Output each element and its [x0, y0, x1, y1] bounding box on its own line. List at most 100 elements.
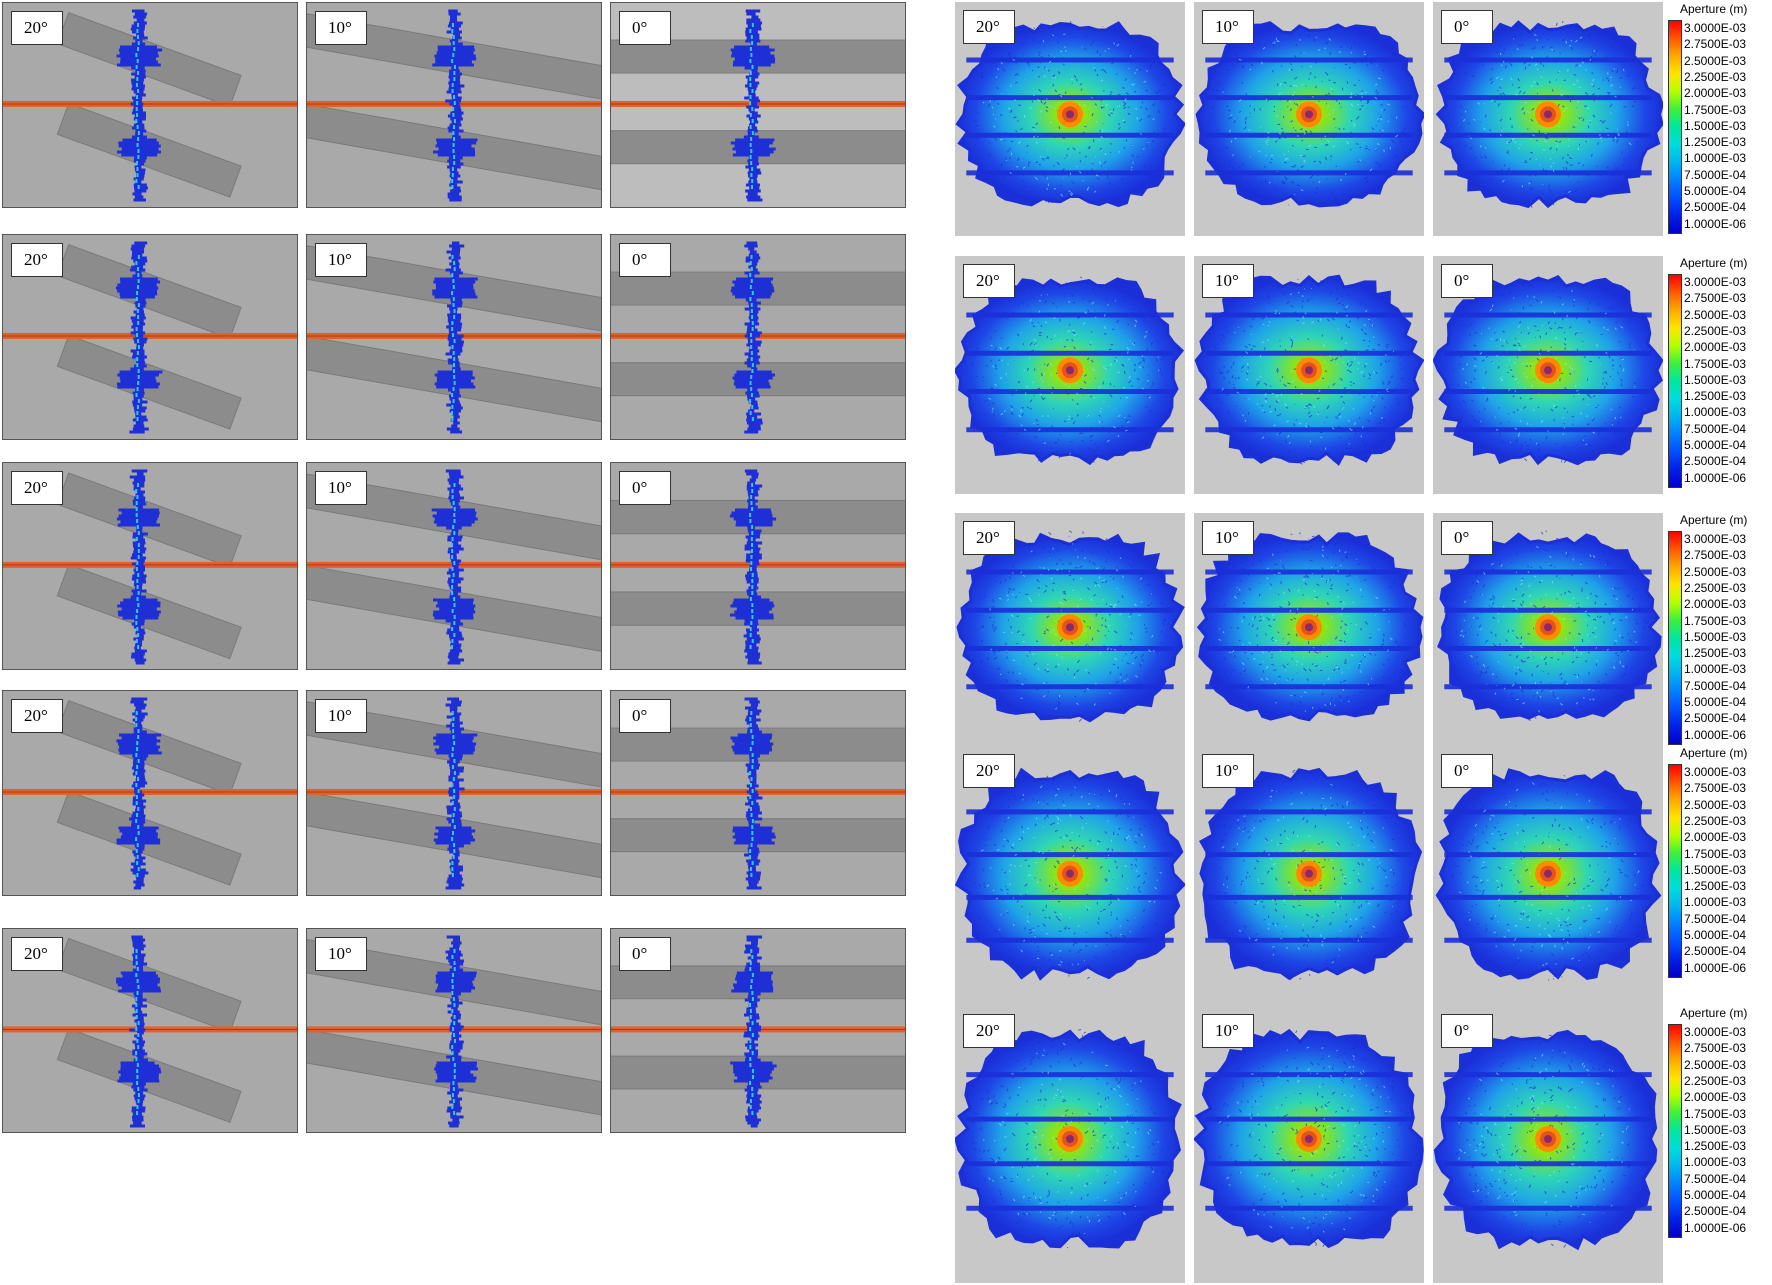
- angle-label: 20°: [963, 1014, 1015, 1048]
- colorbar-gradient: [1668, 274, 1682, 488]
- colorbar-tick-label: 2.2500E-03: [1684, 580, 1747, 595]
- face-view-panel: 10°: [1194, 256, 1424, 494]
- angle-label: 0°: [1441, 754, 1493, 788]
- angle-label: 20°: [11, 11, 63, 45]
- colorbar-tick-label: 1.7500E-03: [1684, 1106, 1747, 1121]
- fracture: [116, 935, 162, 1128]
- colorbar-tick-label: 5.0000E-04: [1684, 695, 1747, 709]
- colorbar-tick-label: 2.5000E-03: [1684, 1057, 1747, 1072]
- colorbar-tick-label: 2.7500E-03: [1684, 37, 1747, 52]
- side-view-graphic: [3, 929, 297, 1132]
- colorbar-tick-label: 1.0000E-06: [1684, 727, 1747, 742]
- aperture-colorbar: Aperture (m) 3.0000E-03 2.7500E-03 2.5000E-…: [1668, 746, 1772, 1012]
- side-view-panel: 10°: [306, 2, 602, 208]
- aperture-hotspot: [1535, 101, 1561, 128]
- side-view-panel: 10°: [306, 462, 602, 670]
- face-view-graphic: [1433, 1006, 1663, 1283]
- fracture: [116, 469, 161, 665]
- face-view-panel: 20°: [955, 513, 1185, 751]
- colorbar-tick-label: 1.2500E-03: [1684, 646, 1747, 661]
- colorbar-tick-label: 1.7500E-03: [1684, 613, 1747, 628]
- fracture: [730, 241, 775, 434]
- angle-label: 10°: [315, 471, 367, 505]
- fracture: [730, 935, 777, 1128]
- angle-label: 0°: [1441, 521, 1493, 555]
- colorbar-tick-label: 2.5000E-03: [1684, 564, 1747, 579]
- colorbar-tick-label: 2.5000E-04: [1684, 454, 1747, 469]
- aperture-hotspot: [1535, 1125, 1561, 1152]
- fracture: [116, 697, 162, 890]
- colorbar-title: Aperture (m): [1680, 1006, 1748, 1020]
- colorbar-tick-label: 2.7500E-03: [1684, 548, 1747, 563]
- face-view-graphic: [1194, 746, 1424, 1012]
- face-view-panel: 0°: [1433, 256, 1663, 494]
- angle-label: 20°: [963, 754, 1015, 788]
- aperture-hotspot: [1535, 860, 1561, 887]
- colorbar-tick-label: 2.0000E-03: [1684, 830, 1747, 845]
- colorbar-tick-label: 2.5000E-03: [1684, 307, 1747, 322]
- colorbar-tick-label: 1.2500E-03: [1684, 1139, 1747, 1154]
- aperture-hotspot: [1296, 101, 1322, 128]
- colorbar-gradient: [1668, 764, 1682, 978]
- angle-label: 0°: [1441, 264, 1493, 298]
- angle-label: 0°: [1441, 1014, 1493, 1048]
- colorbar-tick-label: 2.7500E-03: [1684, 291, 1747, 306]
- aperture-hotspot: [1057, 614, 1083, 641]
- colorbar-tick-label: 2.7500E-03: [1684, 781, 1747, 796]
- colorbar-tick-label: 1.5000E-03: [1684, 118, 1747, 133]
- colorbar-tick-label: 5.0000E-04: [1684, 438, 1747, 452]
- colorbar-tick-label: 7.5000E-04: [1684, 678, 1747, 693]
- angle-label: 10°: [1202, 754, 1254, 788]
- angle-label: 0°: [619, 11, 671, 45]
- side-view-graphic: [3, 463, 297, 669]
- aperture-hotspot: [1057, 101, 1083, 128]
- face-view-graphic: [1433, 746, 1663, 1012]
- face-view-panel: 10°: [1194, 746, 1424, 1012]
- side-view-panel: 10°: [306, 928, 602, 1133]
- face-view-graphic: [955, 746, 1185, 1012]
- aperture-colorbar: Aperture (m) 3.0000E-03 2.7500E-03 2.5000E-…: [1668, 256, 1772, 494]
- angle-label: 10°: [1202, 521, 1254, 555]
- colorbar-tick-label: 1.0000E-03: [1684, 405, 1747, 420]
- colorbar-tick-label: 1.0000E-03: [1684, 895, 1747, 910]
- colorbar-tick-label: 2.2500E-03: [1684, 1073, 1747, 1088]
- angle-label: 20°: [11, 243, 63, 277]
- fracture: [115, 241, 163, 434]
- colorbar-tick-label: 1.7500E-03: [1684, 356, 1747, 371]
- face-view-graphic: [1433, 256, 1663, 494]
- angle-label: 20°: [11, 699, 63, 733]
- side-view-panel: 20°: [2, 2, 298, 208]
- fracture: [730, 9, 776, 202]
- fracture: [729, 469, 777, 665]
- colorbar-tick-label: 7.5000E-04: [1684, 167, 1747, 182]
- colorbar-tick-label: 5.0000E-04: [1684, 1188, 1747, 1202]
- face-view-panel: 20°: [955, 1006, 1185, 1283]
- angle-label: 20°: [963, 521, 1015, 555]
- angle-label: 20°: [963, 264, 1015, 298]
- colorbar-tick-label: 3.0000E-03: [1684, 1025, 1747, 1039]
- side-view-graphic: [307, 3, 601, 207]
- angle-label: 0°: [619, 243, 671, 277]
- face-view-graphic: [955, 1006, 1185, 1283]
- colorbar-gradient: [1668, 1024, 1682, 1238]
- face-view-panel: 10°: [1194, 1006, 1424, 1283]
- colorbar-tick-label: 3.0000E-03: [1684, 21, 1747, 35]
- angle-label: 0°: [619, 699, 671, 733]
- aperture-hotspot: [1057, 357, 1083, 384]
- angle-label: 10°: [315, 937, 367, 971]
- aperture-colorbar: Aperture (m) 3.0000E-03 2.7500E-03 2.5000E-…: [1668, 513, 1772, 751]
- angle-label: 20°: [11, 471, 63, 505]
- side-view-panel: 0°: [610, 462, 906, 670]
- aperture-hotspot: [1535, 614, 1561, 641]
- angle-label: 10°: [315, 243, 367, 277]
- colorbar-tick-label: 2.2500E-03: [1684, 69, 1747, 84]
- colorbar-tick-label: 1.7500E-03: [1684, 102, 1747, 117]
- colorbar-tick-label: 1.0000E-03: [1684, 662, 1747, 677]
- side-view-graphic: [307, 463, 601, 669]
- colorbar-tick-label: 5.0000E-04: [1684, 184, 1747, 198]
- colorbar-tick-label: 1.5000E-03: [1684, 1122, 1747, 1137]
- aperture-hotspot: [1296, 357, 1322, 384]
- colorbar-tick-label: 2.7500E-03: [1684, 1041, 1747, 1056]
- colorbar-tick-label: 1.0000E-06: [1684, 960, 1747, 975]
- fracture: [434, 935, 479, 1128]
